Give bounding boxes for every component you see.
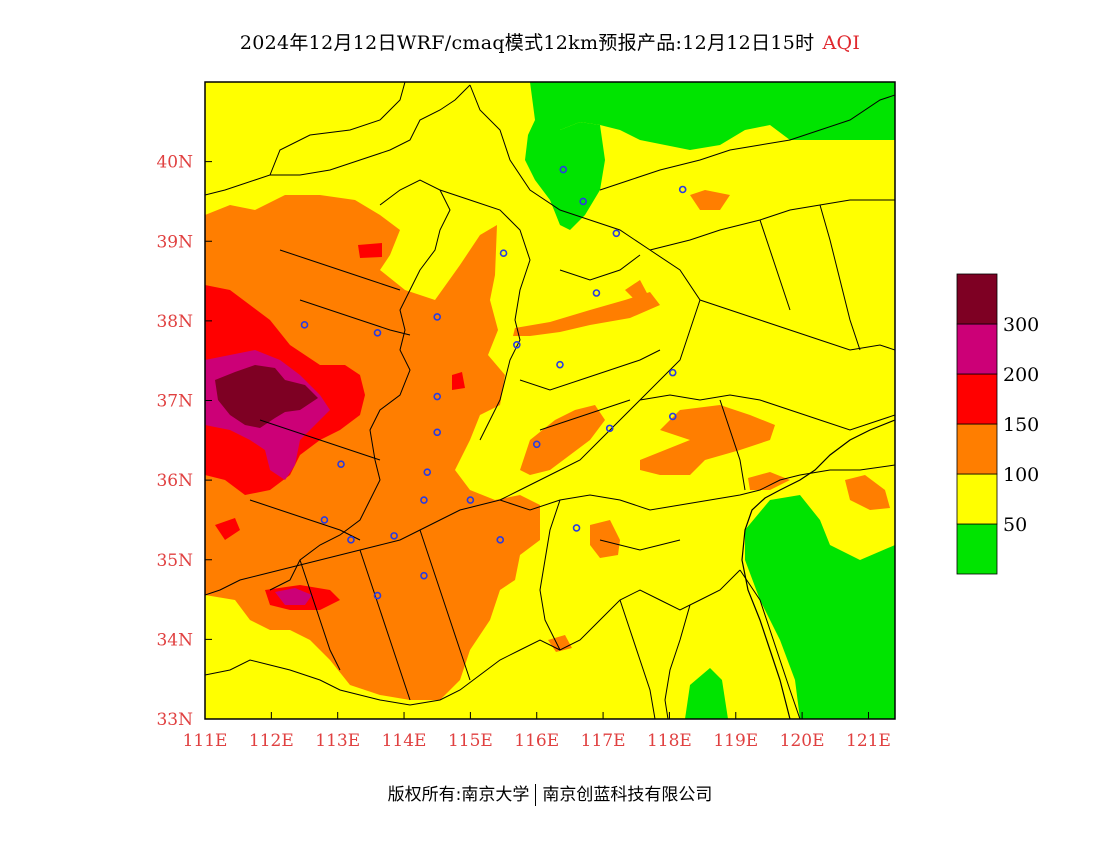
legend-swatch bbox=[956, 373, 998, 425]
map-title: 2024年12月12日WRF/cmaq模式12km预报产品:12月12日15时 A… bbox=[0, 28, 1100, 55]
aqi-green-beijing bbox=[525, 120, 605, 230]
legend-swatch bbox=[956, 273, 998, 325]
lon-tick-label: 111E bbox=[183, 731, 228, 751]
aqi-red-small-4 bbox=[215, 518, 240, 540]
city-marker bbox=[556, 360, 564, 369]
city-marker bbox=[433, 313, 442, 321]
aqi-red-small-2 bbox=[452, 372, 465, 390]
title-variable: AQI bbox=[822, 32, 861, 54]
lat-tick-label: 36N bbox=[156, 471, 193, 491]
lon-tick-label: 115E bbox=[448, 731, 493, 751]
lat-tick-label: 37N bbox=[156, 392, 193, 412]
legend-label: 200 bbox=[1003, 364, 1039, 386]
city-marker bbox=[337, 460, 345, 469]
aqi-legend: 50 100 150 200 300 bbox=[956, 273, 1039, 575]
city-marker bbox=[499, 249, 508, 257]
city-marker bbox=[300, 321, 309, 329]
lon-tick-label: 121E bbox=[846, 731, 891, 751]
city-marker bbox=[320, 516, 329, 524]
lat-tick-label: 33N bbox=[156, 710, 193, 730]
legend-label: 150 bbox=[1003, 414, 1039, 436]
admin-boundaries bbox=[205, 82, 895, 719]
aqi-red-small-1 bbox=[358, 243, 382, 258]
city-marker bbox=[373, 329, 382, 337]
aqi-orange-east bbox=[640, 405, 775, 475]
longitude-axis: 111E 112E 113E 114E 115E 116E 117E 118E 119E 120E… bbox=[183, 712, 891, 751]
city-marker bbox=[592, 289, 601, 297]
city-marker bbox=[668, 412, 677, 421]
aqi-green-south bbox=[685, 668, 728, 719]
lon-tick-label: 114E bbox=[382, 731, 427, 751]
city-marker bbox=[466, 496, 475, 504]
lat-tick-label: 38N bbox=[156, 312, 193, 332]
city-marker bbox=[532, 440, 541, 449]
footer-right: 南京创蓝科技有限公司 bbox=[542, 785, 713, 805]
city-marker bbox=[678, 185, 687, 194]
lon-tick-label: 112E bbox=[249, 731, 294, 751]
aqi-orange-blob-1 bbox=[590, 520, 620, 558]
lat-tick-label: 35N bbox=[156, 551, 193, 571]
aqi-orange-blob-5 bbox=[748, 472, 790, 490]
aqi-orange-blob-3 bbox=[690, 190, 730, 210]
lat-tick-label: 39N bbox=[156, 232, 193, 252]
lon-tick-label: 118E bbox=[647, 731, 692, 751]
copyright-footer: 版权所有:南京大学 南京创蓝科技有限公司 bbox=[0, 780, 1100, 806]
lat-tick-label: 40N bbox=[156, 153, 193, 173]
lon-tick-label: 119E bbox=[713, 731, 758, 751]
city-markers bbox=[300, 165, 687, 600]
lon-tick-label: 117E bbox=[581, 731, 626, 751]
city-marker bbox=[559, 165, 568, 174]
city-marker bbox=[420, 571, 428, 580]
city-marker bbox=[423, 468, 432, 476]
city-marker bbox=[513, 340, 521, 349]
aqi-orange-blob-6 bbox=[625, 280, 648, 300]
city-marker bbox=[347, 536, 355, 544]
city-marker bbox=[668, 368, 677, 377]
lon-tick-label: 120E bbox=[780, 731, 825, 751]
city-marker bbox=[605, 424, 614, 433]
city-marker bbox=[390, 532, 398, 540]
city-marker bbox=[612, 229, 621, 238]
legend-label: 300 bbox=[1003, 314, 1039, 336]
latitude-axis: 33N 34N 35N 36N 37N 38N 39N 40N bbox=[156, 153, 212, 730]
legend-swatch bbox=[956, 523, 998, 575]
city-marker bbox=[433, 428, 442, 437]
legend-swatch bbox=[956, 323, 998, 375]
legend-label: 100 bbox=[1003, 464, 1039, 486]
aqi-orange-blob-4 bbox=[548, 635, 572, 652]
aqi-orange-strip-2 bbox=[520, 405, 605, 475]
coastline bbox=[741, 419, 895, 719]
title-main: 2024年12月12日WRF/cmaq模式12km预报产品:12月12日15时 bbox=[239, 32, 815, 54]
lon-tick-label: 113E bbox=[315, 731, 360, 751]
aqi-orange-blob-2 bbox=[845, 475, 890, 510]
city-marker bbox=[420, 496, 428, 504]
legend-label: 50 bbox=[1003, 514, 1027, 536]
aqi-maroon-core bbox=[215, 365, 318, 428]
city-marker bbox=[373, 591, 382, 600]
lat-tick-label: 34N bbox=[156, 630, 193, 650]
footer-separator bbox=[535, 784, 537, 806]
city-marker bbox=[572, 524, 581, 532]
lon-tick-label: 116E bbox=[514, 731, 559, 751]
aqi-purple-south bbox=[275, 588, 312, 605]
city-marker bbox=[433, 392, 442, 401]
legend-swatch bbox=[956, 473, 998, 525]
aqi-orange-strip-1 bbox=[513, 292, 660, 336]
city-marker bbox=[579, 197, 587, 206]
aqi-green-north bbox=[530, 82, 895, 150]
footer-left: 版权所有:南京大学 bbox=[387, 785, 530, 805]
aqi-green-east-sea bbox=[745, 495, 895, 719]
city-marker bbox=[496, 536, 505, 544]
legend-swatch bbox=[956, 423, 998, 475]
